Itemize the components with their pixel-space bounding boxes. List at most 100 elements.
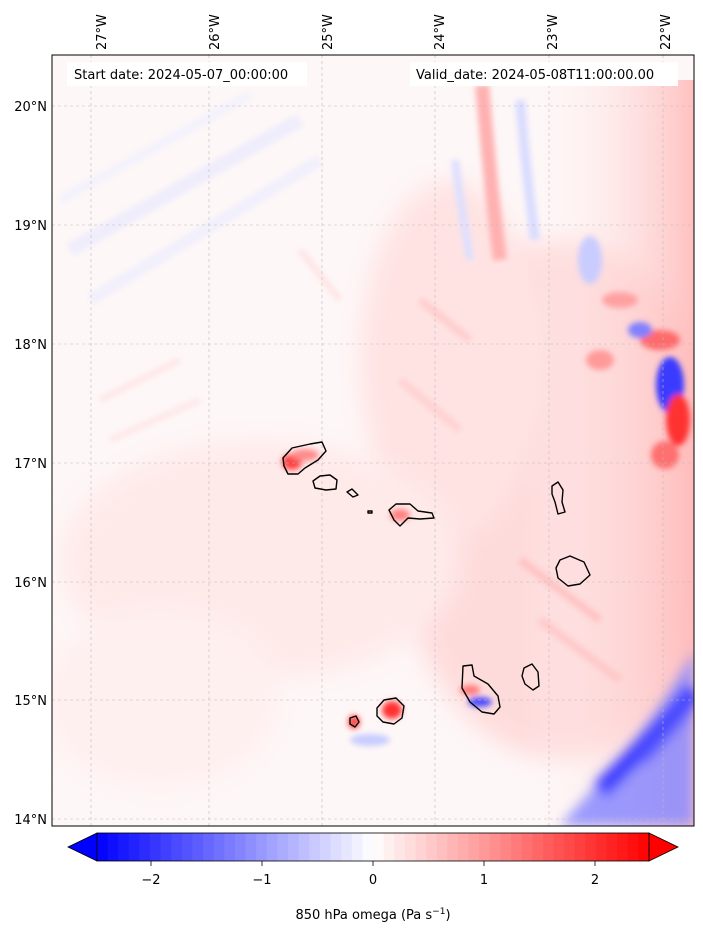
colorbar-step (638, 833, 650, 861)
lon-tick-label: 25°W (321, 14, 336, 50)
colorbar-title-exponent: −1 (432, 907, 445, 917)
colorbar-step (341, 833, 353, 861)
colorbar-step (128, 833, 140, 861)
lat-tick-label: 15°N (14, 694, 47, 709)
colorbar-step (203, 833, 215, 861)
colorbar-step (457, 833, 470, 861)
colorbar-step (150, 833, 162, 861)
colorbar-step (394, 833, 406, 861)
colorbar-step (479, 833, 491, 861)
colorbar-step (309, 833, 321, 861)
colorbar-step (574, 833, 586, 861)
colorbar-step (585, 833, 597, 861)
island-boa-vista (555, 555, 591, 587)
colorbar-step (288, 833, 300, 861)
lon-tick-label: 26°W (208, 14, 223, 50)
colorbar-step (468, 833, 480, 861)
colorbar-step (426, 833, 438, 861)
island-santo-antao (282, 441, 327, 475)
colorbar-step (606, 833, 618, 861)
colorbar-tick-label: −1 (252, 873, 271, 888)
colorbar-step (521, 833, 533, 861)
colorbar-tick-label: 1 (480, 873, 488, 888)
colorbar-step (351, 833, 363, 861)
lat-tick-label: 20°N (14, 100, 47, 115)
colorbar-extend-high (648, 832, 679, 862)
lon-tick-labels: 27°W 26°W 25°W 24°W 23°W 22°W (95, 14, 674, 50)
lat-tick-label: 14°N (14, 813, 47, 828)
colorbar-ticks (150, 861, 596, 866)
island-sao-nicolau (388, 503, 435, 527)
lon-tick-label: 23°W (546, 14, 561, 50)
colorbar-tick-label: 0 (369, 873, 377, 888)
colorbar-step (595, 833, 608, 861)
colorbar-step (383, 833, 395, 861)
colorbar-step (415, 833, 427, 861)
colorbar-title: 850 hPa omega (Pa s−1) (295, 907, 450, 923)
lat-tick-label: 19°N (14, 219, 47, 234)
colorbar-step (404, 833, 416, 861)
colorbar-step (532, 833, 544, 861)
island-brava (349, 715, 360, 728)
island-santa-luzia (346, 488, 359, 498)
colorbar-step (97, 833, 109, 861)
colorbar-step (277, 833, 289, 861)
colorbar-step (447, 833, 459, 861)
omega-field (52, 55, 694, 826)
colorbar-step (542, 833, 554, 861)
colorbar-tick-label: −2 (141, 873, 160, 888)
lat-tick-label: 16°N (14, 576, 47, 591)
colorbar-step (213, 833, 225, 861)
colorbar-step (627, 833, 639, 861)
lon-tick-label: 22°W (659, 14, 674, 50)
colorbar-step (436, 833, 448, 861)
colorbar-step (256, 833, 268, 861)
colorbar-step (192, 833, 204, 861)
colorbar-step (298, 833, 310, 861)
colorbar: −2 −1 0 1 2 850 hPa omega (Pa s−1) (67, 832, 679, 923)
colorbar-step (553, 833, 565, 861)
island-sal (551, 481, 566, 515)
colorbar-step (319, 833, 332, 861)
colorbar-step (139, 833, 151, 861)
island-raso (367, 510, 373, 514)
gridlines (52, 55, 694, 826)
lat-tick-label: 17°N (14, 457, 47, 472)
colorbar-step (330, 833, 342, 861)
colorbar-step (235, 833, 247, 861)
island-fogo (376, 697, 405, 725)
colorbar-tick-label: 2 (591, 873, 599, 888)
start-date-label: Start date: 2024-05-07_00:00:00 (74, 68, 288, 83)
colorbar-step (181, 833, 194, 861)
colorbar-step (500, 833, 512, 861)
lon-tick-label: 24°W (433, 14, 448, 50)
map-frame (51, 54, 695, 827)
colorbar-step (511, 833, 523, 861)
colorbar-extend-low (67, 832, 98, 862)
colorbar-step (224, 833, 236, 861)
start-date-box (67, 62, 307, 86)
colorbar-step (107, 833, 119, 861)
island-sao-vicente (312, 474, 338, 491)
island-maio (521, 663, 540, 691)
valid-date-label: Valid_date: 2024-05-08T11:00:00.00 (416, 68, 654, 83)
colorbar-step (118, 833, 130, 861)
lat-tick-labels: 20°N 19°N 18°N 17°N 16°N 15°N 14°N (14, 100, 47, 828)
valid-date-box (410, 62, 678, 86)
colorbar-step (564, 833, 576, 861)
colorbar-tick-labels: −2 −1 0 1 2 (141, 873, 599, 888)
colorbar-step (362, 833, 374, 861)
lon-tick-label: 27°W (95, 14, 110, 50)
lat-tick-label: 18°N (14, 338, 47, 353)
colorbar-steps (97, 833, 650, 861)
island-santiago (461, 664, 501, 715)
colorbar-step (160, 833, 172, 861)
coastlines (282, 441, 591, 728)
colorbar-title-main: 850 hPa omega (Pa s (295, 908, 432, 923)
colorbar-step (171, 833, 183, 861)
colorbar-step (489, 833, 501, 861)
colorbar-step (245, 833, 257, 861)
colorbar-title-end: ) (445, 908, 450, 923)
colorbar-step (373, 833, 385, 861)
